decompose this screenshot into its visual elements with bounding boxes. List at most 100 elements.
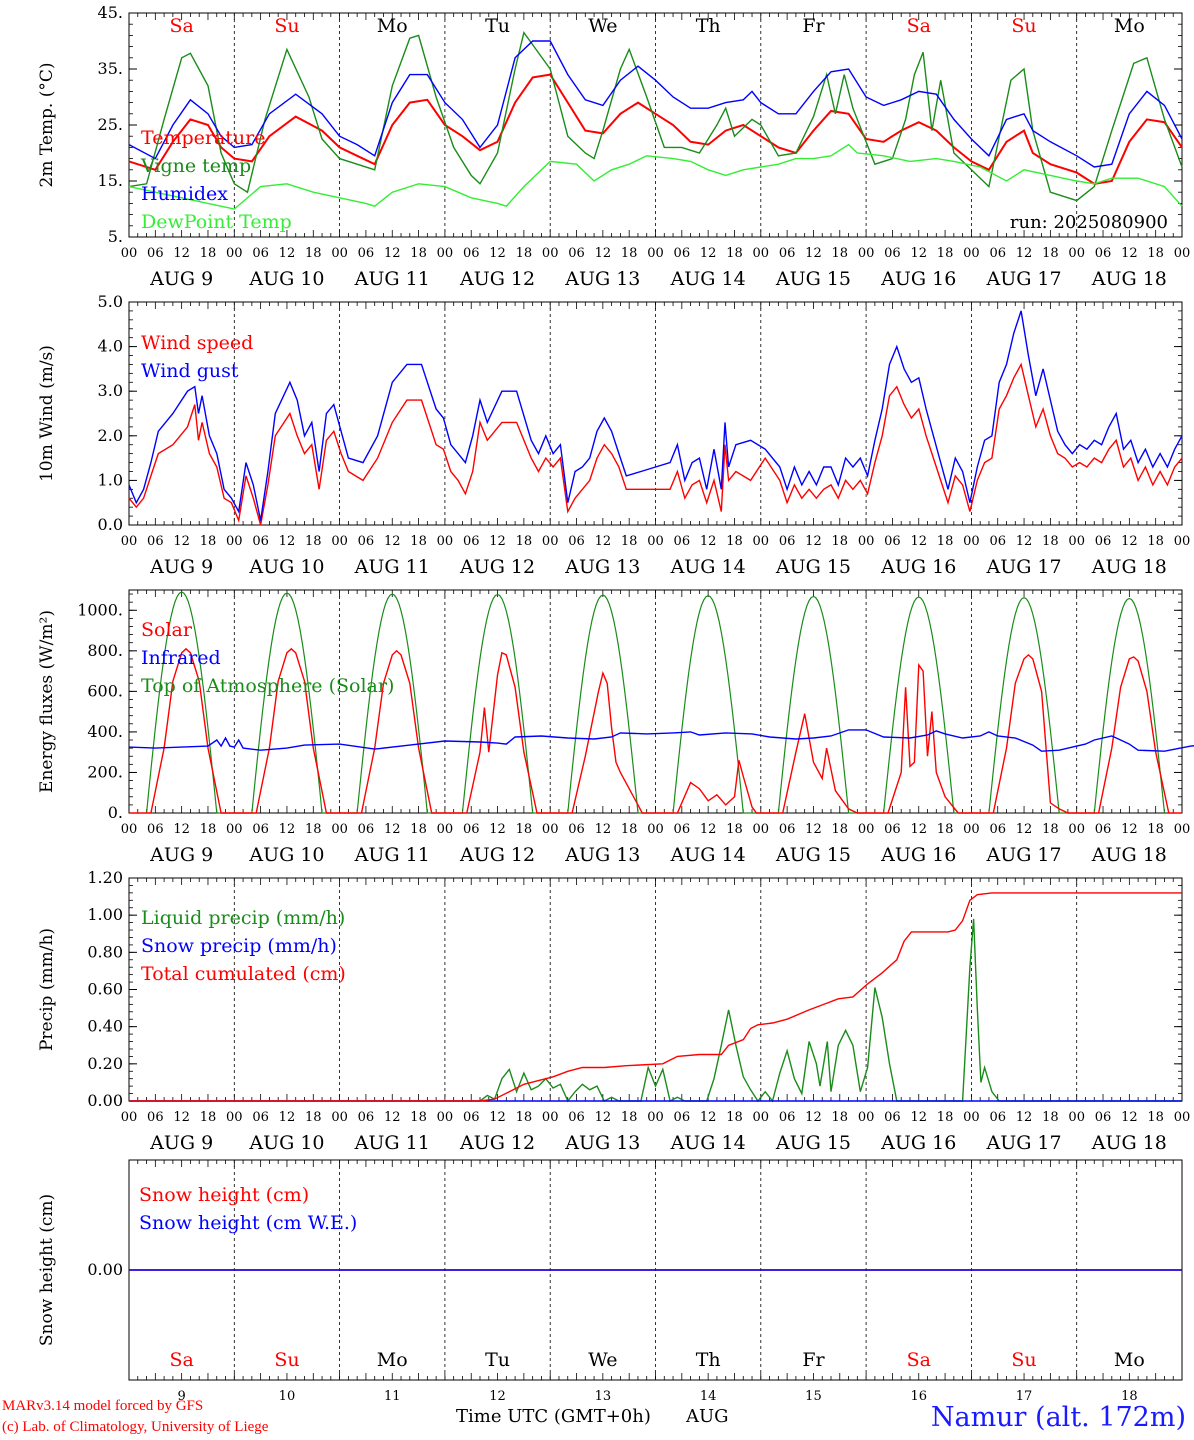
y-tick-label: 4.0 — [98, 337, 123, 356]
series-line-total-cumulated-cm- — [129, 892, 1182, 1102]
hour-tick-label: 18 — [516, 534, 533, 549]
hour-tick-label: 00 — [647, 534, 664, 549]
day-name: We — [588, 1349, 617, 1371]
hour-tick-label: 00 — [437, 246, 454, 261]
date-label: AUG 10 — [248, 1132, 324, 1154]
date-label: AUG 16 — [880, 844, 956, 866]
date-label: AUG 14 — [670, 556, 746, 578]
time-axis-label: Time UTC (GMT+0h) — [456, 1406, 651, 1427]
hour-tick-label: 06 — [779, 246, 796, 261]
date-label: AUG 11 — [354, 844, 430, 866]
date-label: AUG 12 — [459, 1132, 535, 1154]
hour-tick-label: 12 — [279, 822, 296, 837]
date-label: AUG 11 — [354, 268, 430, 290]
series-line-vigne-temp — [128, 30, 1183, 202]
hour-tick-label: 00 — [858, 246, 875, 261]
date-label: AUG 13 — [564, 556, 640, 578]
hour-tick-label: 12 — [173, 246, 190, 261]
hour-tick-label: 06 — [252, 1110, 269, 1125]
run-label: run: 2025080900 — [1010, 212, 1168, 233]
date-label: AUG 11 — [354, 1132, 430, 1154]
hour-tick-label: 06 — [989, 246, 1006, 261]
legend-entry: Snow precip (mm/h) — [141, 935, 337, 957]
hour-tick-label: 12 — [384, 822, 401, 837]
day-name: Su — [1011, 1349, 1036, 1371]
date-label: AUG 17 — [985, 556, 1061, 578]
hour-tick-label: 18 — [410, 534, 427, 549]
hour-tick-label: 00 — [1174, 246, 1191, 261]
day-name: Su — [1011, 15, 1036, 37]
hour-tick-label: 00 — [121, 1110, 138, 1125]
hour-tick-label: 18 — [937, 1110, 954, 1125]
date-label: AUG 9 — [149, 1132, 213, 1154]
legend-entry: Wind speed — [141, 332, 253, 354]
hour-tick-label: 12 — [910, 822, 927, 837]
day-number: 12 — [489, 1389, 506, 1404]
hour-tick-label: 06 — [989, 1110, 1006, 1125]
date-label: AUG 10 — [248, 268, 324, 290]
hour-tick-label: 00 — [1068, 534, 1085, 549]
hour-tick-label: 12 — [384, 246, 401, 261]
hour-tick-label: 18 — [305, 1110, 322, 1125]
hour-tick-label: 12 — [489, 534, 506, 549]
day-name: Sa — [169, 1349, 193, 1371]
date-label: AUG 18 — [1091, 268, 1167, 290]
hour-tick-label: 06 — [252, 246, 269, 261]
hour-tick-label: 00 — [542, 1110, 559, 1125]
date-label: AUG 18 — [1091, 1132, 1167, 1154]
hour-tick-label: 18 — [410, 822, 427, 837]
hour-tick-label: 12 — [489, 246, 506, 261]
hour-tick-label: 00 — [226, 822, 243, 837]
hour-tick-label: 06 — [463, 246, 480, 261]
hour-tick-label: 06 — [989, 534, 1006, 549]
hour-tick-label: 00 — [1174, 534, 1191, 549]
hour-tick-label: 12 — [1016, 822, 1033, 837]
hour-tick-label: 00 — [331, 1110, 348, 1125]
hour-tick-label: 18 — [1147, 822, 1164, 837]
day-name: Fr — [802, 15, 825, 37]
legend-entry: Temperature — [141, 127, 265, 149]
legend-entry: Solar — [141, 619, 193, 641]
hour-tick-label: 12 — [595, 1110, 612, 1125]
hour-tick-label: 06 — [779, 1110, 796, 1125]
day-number: 17 — [1016, 1389, 1033, 1404]
date-label: AUG 11 — [354, 556, 430, 578]
date-label: AUG 14 — [670, 844, 746, 866]
series-line-wind-gust — [128, 310, 1183, 521]
day-number: 10 — [279, 1389, 296, 1404]
hour-tick-label: 12 — [1016, 1110, 1033, 1125]
y-tick-label: 0.00 — [87, 1091, 123, 1110]
station-title: Namur (alt. 172m) — [930, 1402, 1186, 1433]
day-number: 9 — [178, 1389, 186, 1404]
hour-tick-label: 06 — [989, 822, 1006, 837]
hour-tick-label: 00 — [1068, 246, 1085, 261]
hour-tick-label: 00 — [121, 822, 138, 837]
y-tick-label: 0. — [108, 803, 123, 822]
date-label: AUG 17 — [985, 1132, 1061, 1154]
y-tick-label: 600. — [87, 681, 123, 700]
hour-tick-label: 12 — [910, 246, 927, 261]
day-name: Tu — [485, 15, 510, 37]
hour-tick-label: 06 — [358, 1110, 375, 1125]
y-tick-label: 5. — [108, 227, 123, 246]
day-number: 11 — [384, 1389, 401, 1404]
hour-tick-label: 18 — [726, 822, 743, 837]
hour-tick-label: 00 — [1174, 1110, 1191, 1125]
hour-tick-label: 00 — [753, 246, 770, 261]
hour-tick-label: 00 — [437, 1110, 454, 1125]
date-label: AUG 9 — [149, 268, 213, 290]
series-line-solar — [129, 647, 1182, 814]
y-tick-label: 400. — [87, 722, 123, 741]
hour-tick-label: 12 — [489, 822, 506, 837]
hour-tick-label: 18 — [726, 246, 743, 261]
model-credit: MARv3.14 model forced by GFS — [2, 1398, 204, 1414]
hour-tick-label: 18 — [200, 534, 217, 549]
hour-tick-label: 12 — [173, 1110, 190, 1125]
date-label: AUG 12 — [459, 556, 535, 578]
hour-tick-label: 18 — [200, 246, 217, 261]
series-line-infrared — [128, 729, 1194, 752]
hour-tick-label: 18 — [832, 1110, 849, 1125]
hour-tick-label: 06 — [884, 534, 901, 549]
date-label: AUG 18 — [1091, 556, 1167, 578]
hour-tick-label: 12 — [700, 534, 717, 549]
